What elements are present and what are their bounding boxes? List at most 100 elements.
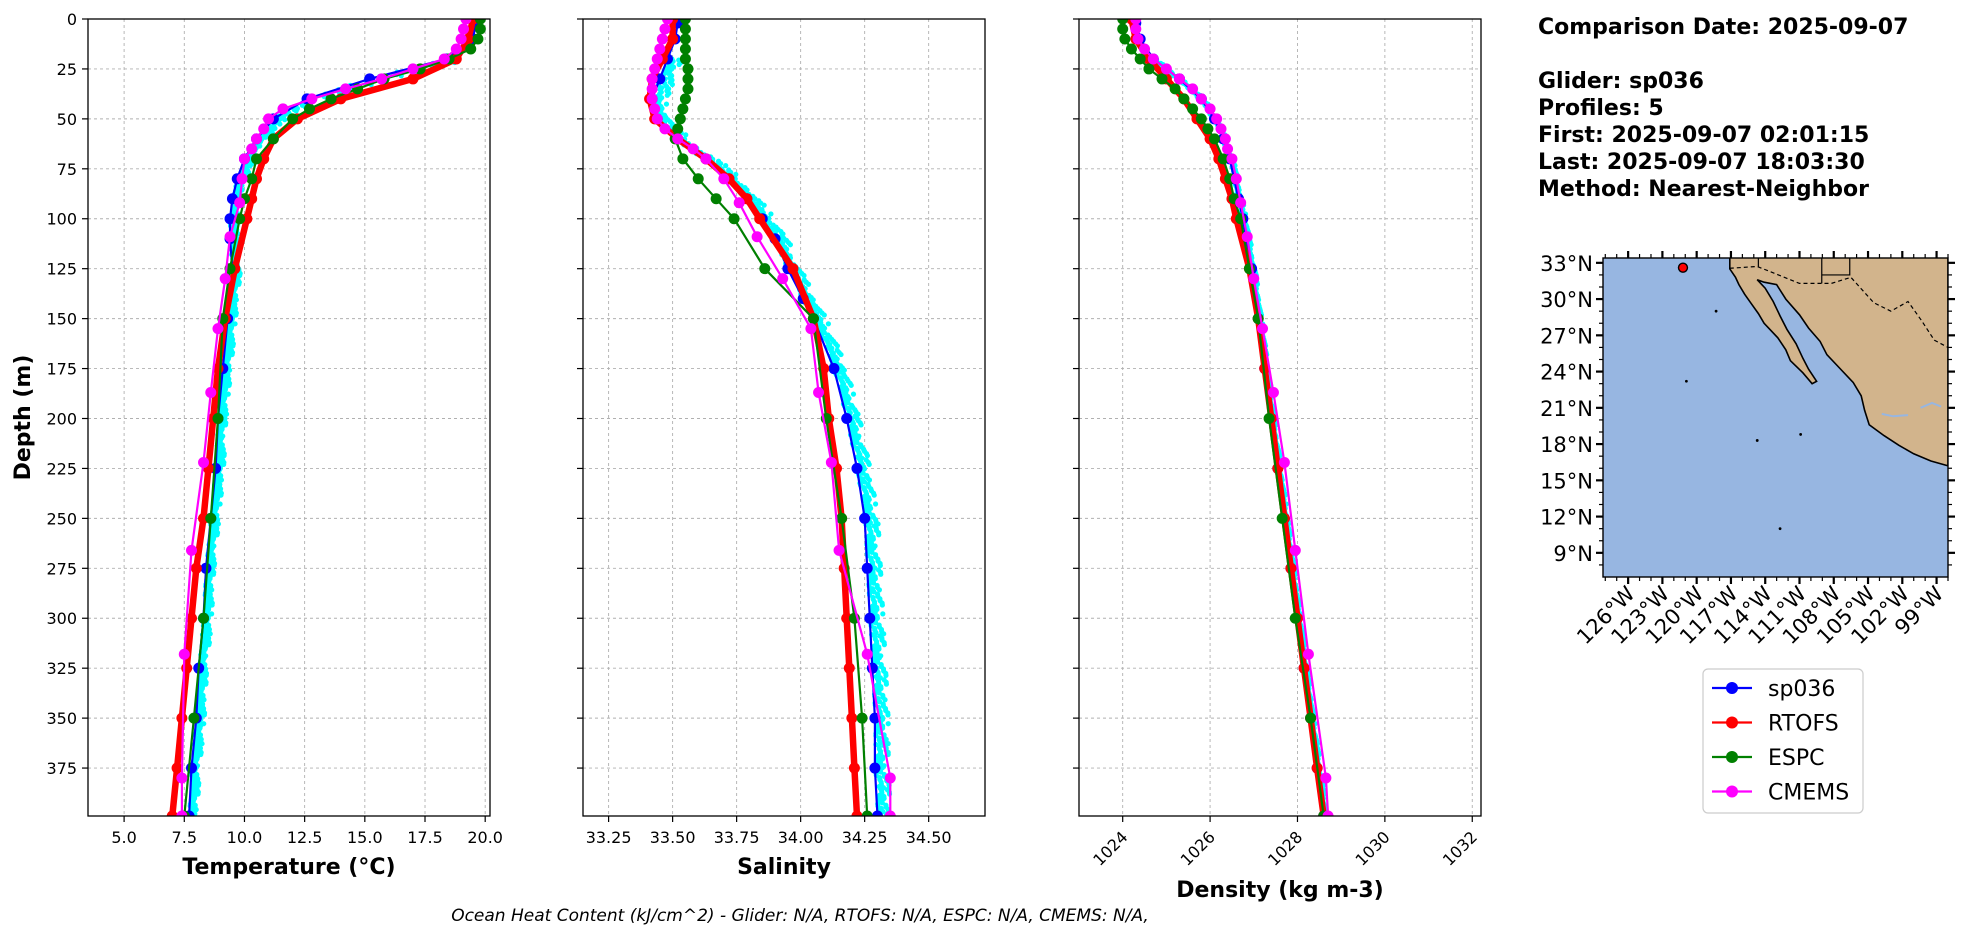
series-point-espc: [1208, 133, 1220, 145]
series-point-espc: [212, 412, 224, 424]
series-point-cmems: [733, 197, 745, 209]
series-point-cmems: [1139, 43, 1151, 55]
legend-marker: [1726, 716, 1738, 729]
glider-scatter-point: [876, 532, 882, 538]
series-point-espc: [1134, 53, 1146, 65]
series-point-cmems: [178, 648, 190, 660]
series-point-cmems: [340, 83, 352, 95]
series-point-cmems: [1289, 544, 1301, 556]
series-point-cmems: [219, 273, 231, 285]
series-point-espc: [1263, 412, 1275, 424]
series-point-cmems: [813, 387, 825, 399]
lat-label: 30°N: [1540, 288, 1593, 312]
lake: [1881, 412, 1909, 418]
series-point-rtofs: [407, 73, 419, 85]
series-point-sp036: [841, 412, 853, 424]
panel-2: 33.25 33.50 33.75 34.00 34.25 34.50 Salinity: [577, 18, 986, 880]
series-point-cmems: [1219, 133, 1231, 145]
river: [1920, 401, 1942, 409]
series-point-cmems: [884, 810, 896, 816]
glider-scatter-point: [872, 501, 879, 507]
x-tick-label: 17.5: [407, 828, 443, 847]
glider-scatter-point: [801, 272, 807, 279]
axes-frame: [1078, 18, 1482, 817]
glider-scatter-point: [878, 571, 884, 577]
series-point-espc: [692, 173, 704, 185]
series-point-espc: [1276, 512, 1288, 524]
y-tick-label: 125: [46, 260, 77, 279]
series-point-espc: [1119, 33, 1131, 45]
glider-scatter-point: [787, 242, 794, 248]
series-point-cmems: [1215, 123, 1227, 135]
legend-label: sp036: [1768, 677, 1835, 702]
island: [1755, 439, 1759, 442]
x-tick-label: 33.25: [586, 828, 632, 847]
glider-scatter-point: [683, 132, 689, 138]
series-point-espc: [1187, 103, 1199, 115]
island: [1684, 379, 1688, 383]
glider-scatter-point: [293, 108, 299, 114]
series-point-cmems: [651, 113, 663, 125]
series-point-rtofs: [171, 762, 183, 774]
series-point-cmems: [649, 103, 661, 115]
series-point-cmems: [751, 231, 763, 243]
x-tick-label: 10.0: [227, 828, 263, 847]
series-point-cmems: [176, 810, 188, 816]
y-tick-label: 375: [46, 759, 77, 778]
series-point-cmems: [718, 173, 730, 185]
series-point-espc: [677, 103, 689, 115]
method: Method: Nearest-Neighbor: [1538, 177, 1869, 202]
x-tick-label: 33.50: [650, 828, 696, 847]
series-point-cmems: [825, 456, 837, 468]
series-point-cmems: [1204, 103, 1216, 115]
series-point-espc: [677, 153, 689, 165]
series-point-cmems: [654, 43, 666, 55]
glider-scatter-point: [883, 681, 890, 687]
axes-frame: [582, 18, 986, 817]
series-point-cmems: [277, 103, 289, 115]
series-point-cmems: [646, 73, 658, 85]
y-axis-label: Depth (m): [11, 355, 36, 481]
axes-frame: [87, 18, 491, 817]
series-point-espc: [1178, 93, 1190, 105]
series-point-espc: [474, 23, 486, 35]
glider-scatter-point: [883, 672, 889, 678]
glider-scatter-point: [669, 81, 675, 88]
series-point-cmems: [458, 23, 470, 35]
first-time: First: 2025-09-07 02:01:15: [1538, 123, 1870, 148]
series-point-cmems: [198, 456, 210, 468]
series-point-espc: [474, 19, 486, 25]
series-point-espc: [267, 133, 279, 145]
legend-box: [1702, 668, 1864, 814]
series-point-cmems: [246, 143, 258, 155]
series-line-sp036: [188, 22, 477, 816]
land: [1729, 258, 1948, 467]
series-point-espc: [759, 263, 771, 275]
legend-marker: [1726, 785, 1738, 798]
glider-scatter-point: [858, 422, 864, 428]
series-point-cmems: [651, 53, 663, 65]
series-point-cmems: [1130, 23, 1142, 35]
glider-scatter-point: [885, 712, 891, 718]
glider-scatter-point: [875, 521, 881, 527]
glider-scatter-point: [805, 281, 812, 287]
series-point-cmems: [258, 123, 270, 135]
series-point-espc: [287, 113, 299, 125]
series-point-cmems: [1230, 173, 1242, 185]
series-point-espc: [682, 63, 694, 75]
series-point-cmems: [833, 544, 845, 556]
series-point-cmems: [407, 63, 419, 75]
series-point-cmems: [656, 33, 668, 45]
series-point-espc: [836, 512, 848, 524]
series-point-rtofs: [841, 612, 853, 624]
x-axis-label: Salinity: [737, 855, 831, 880]
ohc-footer: Ocean Heat Content (kJ/cm^2) - Glider: N…: [451, 906, 1149, 926]
glider-scatter-point: [733, 171, 739, 178]
glider-scatter-point: [871, 492, 877, 498]
lat-label: 12°N: [1540, 506, 1593, 530]
y-tick-label: 50: [57, 110, 77, 129]
plot-area: [166, 19, 486, 816]
series-point-cmems: [176, 772, 188, 784]
glider-scatter-point: [834, 343, 841, 349]
series-point-espc: [674, 113, 686, 125]
